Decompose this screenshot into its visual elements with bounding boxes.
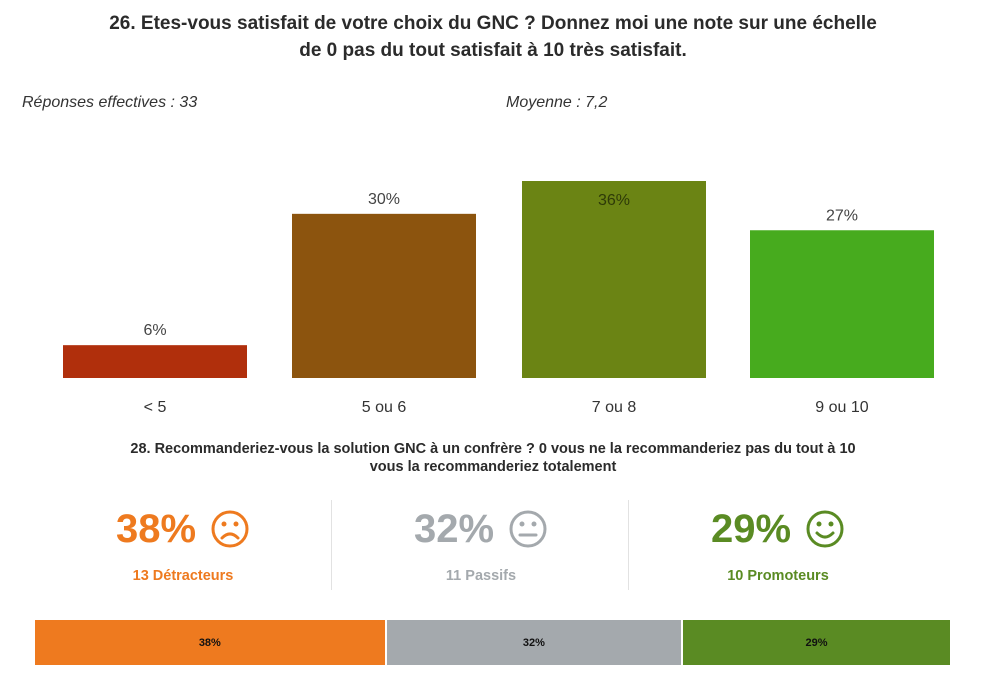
bar-value-label: 6% <box>143 322 166 339</box>
nps-stacked-bar: 38% 32% 29% <box>35 620 950 665</box>
question-26-title: 26. Etes-vous satisfait de votre choix d… <box>20 10 966 64</box>
promoters-label: 10 Promoteurs <box>727 568 829 584</box>
bar-value-label: 27% <box>826 207 858 224</box>
question-26-title-line2: de 0 pas du tout satisfait à 10 très sat… <box>299 40 687 61</box>
sad-face-icon <box>211 510 249 548</box>
responses-count: Réponses effectives : 33 <box>22 94 198 111</box>
question-26-title-line1: 26. Etes-vous satisfait de votre choix d… <box>109 13 877 34</box>
question-28-title-line1: 28. Recommanderiez-vous la solution GNC … <box>130 441 856 457</box>
detractors-segment: 38% <box>35 620 385 665</box>
promoters-segment: 29% <box>681 620 950 665</box>
bar-1 <box>63 345 247 378</box>
divider <box>331 500 332 590</box>
question-28-title-line2: vous la recommanderiez totalement <box>369 459 617 475</box>
category-label: 5 ou 6 <box>362 399 407 416</box>
happy-face-icon <box>806 510 844 548</box>
detractors-label: 13 Détracteurs <box>132 568 234 584</box>
passives-percent: 32% <box>413 507 495 551</box>
bar-3 <box>522 181 706 378</box>
bar-value-label: 30% <box>368 191 400 208</box>
passives-block: 32% 11 Passifs <box>333 500 629 592</box>
bar-2 <box>292 213 476 378</box>
promoters-block: 29% 10 Promoteurs <box>630 500 926 592</box>
detractors-percent: 38% <box>115 507 197 551</box>
passives-segment: 32% <box>384 620 682 665</box>
bar-4 <box>750 230 934 378</box>
category-label: 9 ou 10 <box>815 399 868 416</box>
satisfaction-bar-chart: 6% < 5 30% 5 ou 6 36% 7 ou 8 27% 9 ou 10 <box>63 181 934 416</box>
average-score: Moyenne : 7,2 <box>506 94 608 111</box>
detractors-block: 38% 13 Détracteurs <box>35 500 331 592</box>
category-label: < 5 <box>144 399 167 416</box>
bar-value-label: 36% <box>598 192 630 209</box>
promoters-percent: 29% <box>710 507 792 551</box>
category-label: 7 ou 8 <box>592 399 637 416</box>
neutral-face-icon <box>509 510 547 548</box>
question-28-title: 28. Recommanderiez-vous la solution GNC … <box>20 440 966 476</box>
divider <box>628 500 629 590</box>
passives-label: 11 Passifs <box>445 568 517 584</box>
